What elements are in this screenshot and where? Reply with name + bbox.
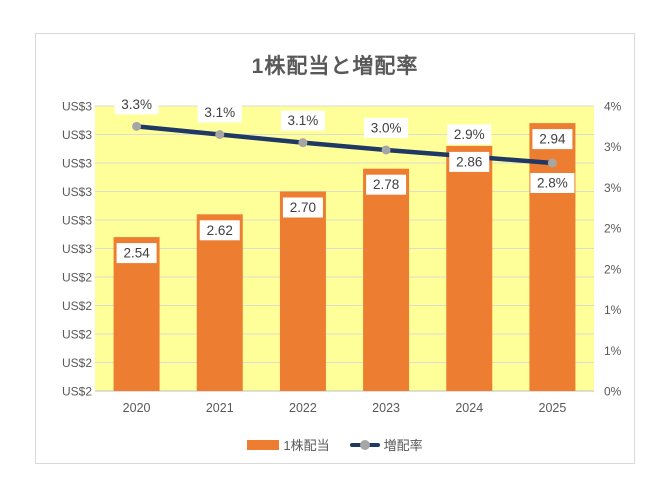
left-axis-tick-label: US$2	[62, 299, 92, 313]
left-axis-tick-label: US$3	[62, 128, 92, 142]
chart-title[interactable]: 1株配当と増配率	[251, 55, 419, 78]
plot-svg: US$3 US$3 US$3 US$3 US$3 US$3 US$2 US$2 US$2 US$2…	[62, 94, 622, 415]
rate-label: 2.9%	[454, 127, 485, 142]
bar-series-swatch-icon	[247, 439, 280, 450]
rate-label-box	[364, 117, 409, 138]
bar-2022[interactable]	[279, 191, 326, 392]
bar-label: 2.94	[539, 132, 566, 147]
left-axis-tick-label: US$3	[62, 157, 92, 171]
legend-label-dividend: 1株配当	[283, 438, 330, 453]
left-axis-tick-label: US$3	[62, 242, 92, 256]
bar-label-box	[449, 151, 490, 172]
x-axis-label: 2025	[539, 401, 567, 415]
rate-label: 3.1%	[288, 113, 319, 128]
legend: 1株配当 増配率	[36, 435, 634, 454]
right-axis-tick-label: 2%	[604, 262, 622, 276]
left-axis-tick-label: US$2	[62, 356, 92, 370]
legend-item-dividend[interactable]: 1株配当	[247, 435, 330, 454]
left-axis-tick-label: US$3	[62, 100, 92, 114]
bar-label: 2.86	[456, 154, 482, 169]
x-axis-label: 2024	[455, 401, 483, 415]
right-axis-tick-label: 2%	[604, 222, 622, 236]
rate-marker-2023[interactable]	[381, 145, 391, 155]
rate-label-box	[447, 124, 492, 145]
bar-label: 2.62	[207, 223, 233, 238]
right-axis-tick-label: 1%	[604, 344, 622, 358]
x-axis-label: 2022	[289, 401, 317, 415]
bar-label-box	[199, 220, 240, 241]
rate-label-box	[280, 110, 325, 131]
bar-label-box	[282, 197, 323, 218]
bar-2023[interactable]	[363, 168, 410, 391]
bar-label: 2.54	[123, 246, 150, 261]
rate-marker-2022[interactable]	[298, 138, 308, 148]
bar-label: 2.70	[290, 200, 316, 215]
rate-label-box	[114, 94, 159, 115]
right-axis-tick-label: 1%	[604, 303, 622, 317]
left-axis-tick-label: US$2	[62, 385, 92, 399]
x-axis-label: 2023	[372, 401, 400, 415]
left-axis-tick-label: US$2	[62, 271, 92, 285]
line-series-swatch-icon	[349, 439, 380, 450]
rate-label: 3.0%	[371, 120, 402, 135]
rate-marker-2020[interactable]	[132, 121, 142, 131]
bar-label-box	[366, 174, 407, 195]
right-axis-tick-label: 3%	[604, 181, 622, 195]
left-axis-tick-label: US$2	[62, 328, 92, 342]
right-axis-tick-label: 0%	[604, 385, 622, 399]
rate-label-box	[530, 173, 575, 193]
rate-label: 3.3%	[121, 97, 152, 112]
right-axis-tick-label: 3%	[604, 140, 622, 154]
x-axis-label: 2020	[123, 401, 151, 415]
rate-label: 3.1%	[204, 105, 235, 120]
left-axis-tick-label: US$3	[62, 185, 92, 199]
bar-label-box	[116, 243, 157, 264]
right-axis-tick-label: 4%	[604, 100, 622, 114]
legend-label-rate: 増配率	[383, 438, 423, 453]
rate-marker-2021[interactable]	[215, 130, 225, 139]
rate-label: 2.8%	[537, 176, 568, 191]
chart-area[interactable]: 1株配当と増配率 US$3 US$3 US$3 US$3 US$3 US$3 US$2 US$…	[35, 33, 635, 464]
bar-2025[interactable]	[529, 123, 576, 391]
bar-label: 2.78	[373, 177, 399, 192]
bar-label-box	[532, 129, 573, 150]
x-axis-label: 2021	[206, 401, 234, 415]
left-axis-tick-label: US$3	[62, 214, 92, 228]
bar-2021[interactable]	[196, 214, 243, 391]
legend-item-rate[interactable]: 増配率	[349, 435, 423, 454]
marker-dot-icon	[359, 439, 370, 450]
rate-marker-2025[interactable]	[547, 158, 557, 168]
bar-2024[interactable]	[446, 145, 493, 391]
rate-label-box	[197, 102, 242, 123]
